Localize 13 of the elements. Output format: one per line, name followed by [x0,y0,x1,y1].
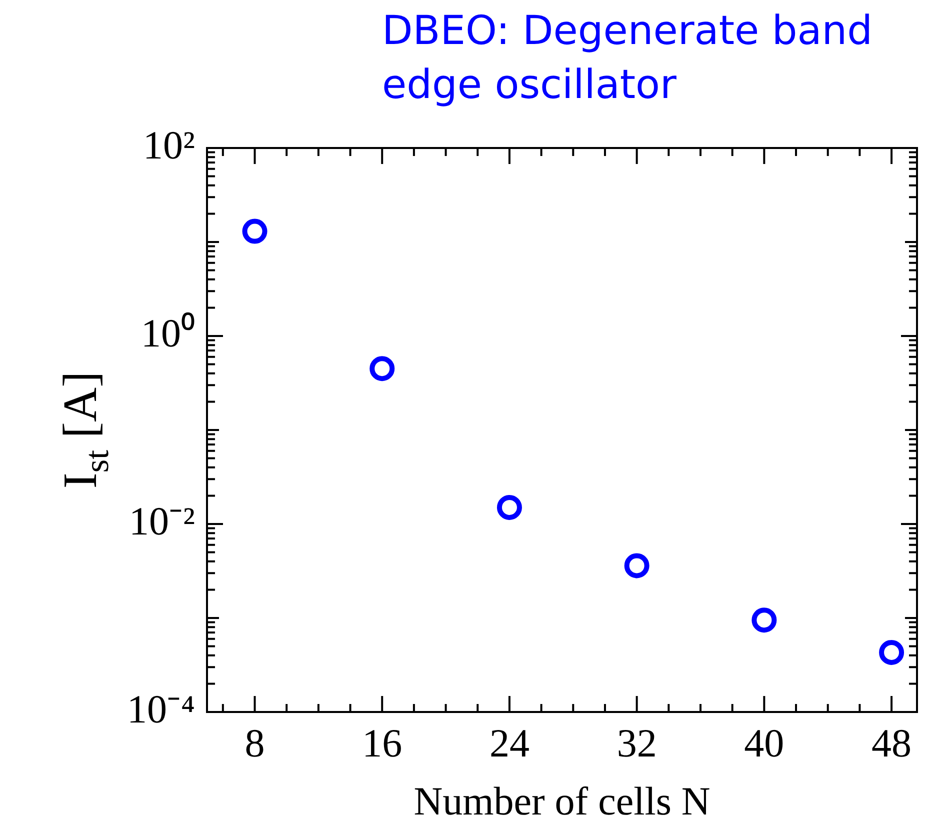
y-tick-label: 10⁻⁴ [127,686,195,732]
y-tick-label: 10⁻² [129,498,195,544]
x-axis-title: Number of cells N [414,778,710,824]
x-tick-label: 40 [744,720,784,766]
chart-title: DBEO: Degenerate band edge oscillator [382,7,874,110]
x-tick-label: 24 [489,720,530,766]
y-tick-label: 10² [143,122,195,168]
x-tick-label: 8 [244,720,265,766]
x-tick-label: 48 [872,720,912,766]
y-axis-title: Ist [A] [54,371,116,489]
x-tick-label: 32 [616,720,657,766]
x-tick-label: 16 [362,720,402,766]
y-tick-label: 10⁰ [141,310,195,356]
